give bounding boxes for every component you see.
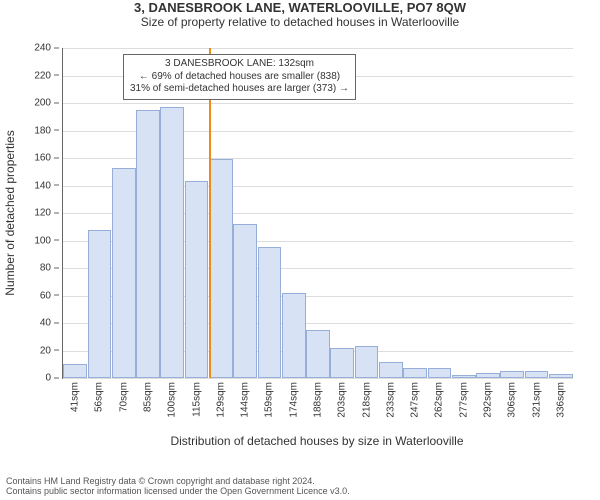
y-tick: 100 — [34, 235, 59, 246]
x-tick: 218sqm — [361, 382, 372, 418]
bar — [379, 362, 403, 379]
y-tick: 0 — [45, 373, 59, 384]
bar — [233, 224, 257, 378]
bar — [88, 230, 112, 379]
y-tick: 20 — [40, 345, 59, 356]
footer-line-1: Contains HM Land Registry data © Crown c… — [6, 476, 600, 486]
annotation-line-3: 31% of semi-detached houses are larger (… — [130, 83, 349, 96]
x-tick: 129sqm — [215, 382, 226, 418]
x-tick: 262sqm — [434, 382, 445, 418]
footer: Contains HM Land Registry data © Crown c… — [0, 476, 600, 496]
bar — [428, 368, 452, 378]
y-tick: 40 — [40, 318, 59, 329]
y-tick: 60 — [40, 290, 59, 301]
x-tick: 115sqm — [191, 382, 202, 417]
gridline-h — [63, 103, 573, 104]
x-tick: 277sqm — [458, 382, 469, 418]
x-tick: 144sqm — [240, 382, 251, 418]
bar — [330, 348, 354, 378]
y-tick: 80 — [40, 263, 59, 274]
x-tick: 100sqm — [167, 382, 178, 418]
y-tick: 180 — [34, 125, 59, 136]
y-tick: 200 — [34, 98, 59, 109]
bar — [355, 346, 379, 378]
x-tick: 174sqm — [288, 382, 299, 418]
x-tick: 85sqm — [143, 382, 154, 412]
bar — [63, 364, 87, 378]
y-tick: 160 — [34, 153, 59, 164]
x-tick: 306sqm — [507, 382, 518, 418]
bar — [525, 371, 549, 378]
bar — [476, 373, 500, 379]
annotation-box: 3 DANESBROOK LANE: 132sqm ← 69% of detac… — [123, 54, 356, 100]
chart-area: Number of detached properties 0204060801… — [0, 0, 600, 500]
annotation-line-2: ← 69% of detached houses are smaller (83… — [130, 71, 349, 84]
y-tick: 240 — [34, 43, 59, 54]
bar — [258, 247, 282, 378]
footer-line-2: Contains public sector information licen… — [6, 486, 600, 496]
bar — [185, 181, 209, 378]
x-tick: 233sqm — [385, 382, 396, 418]
x-tick: 292sqm — [483, 382, 494, 418]
x-tick: 159sqm — [264, 382, 275, 418]
y-tick: 220 — [34, 70, 59, 81]
x-tick: 56sqm — [94, 382, 105, 412]
bar — [136, 110, 160, 378]
x-tick: 321sqm — [531, 382, 542, 418]
bar — [403, 368, 427, 378]
bar — [549, 374, 573, 378]
annotation-line-1: 3 DANESBROOK LANE: 132sqm — [130, 58, 349, 71]
bar — [452, 375, 476, 378]
bar — [500, 371, 524, 378]
bar — [209, 159, 233, 378]
x-axis-label: Distribution of detached houses by size … — [62, 434, 572, 448]
bar — [160, 107, 184, 378]
gridline-h — [63, 378, 573, 379]
gridline-h — [63, 48, 573, 49]
x-tick: 41sqm — [70, 382, 81, 412]
y-tick: 120 — [34, 208, 59, 219]
x-tick: 336sqm — [555, 382, 566, 418]
x-tick: 188sqm — [313, 382, 324, 418]
y-tick: 140 — [34, 180, 59, 191]
plot-area: 02040608010012014016018020022024041sqm56… — [62, 48, 573, 379]
bar — [112, 168, 136, 378]
bar — [306, 330, 330, 378]
x-tick: 70sqm — [118, 382, 129, 412]
x-tick: 203sqm — [337, 382, 348, 418]
x-tick: 247sqm — [410, 382, 421, 418]
bar — [282, 293, 306, 378]
y-axis-label: Number of detached properties — [3, 48, 17, 378]
